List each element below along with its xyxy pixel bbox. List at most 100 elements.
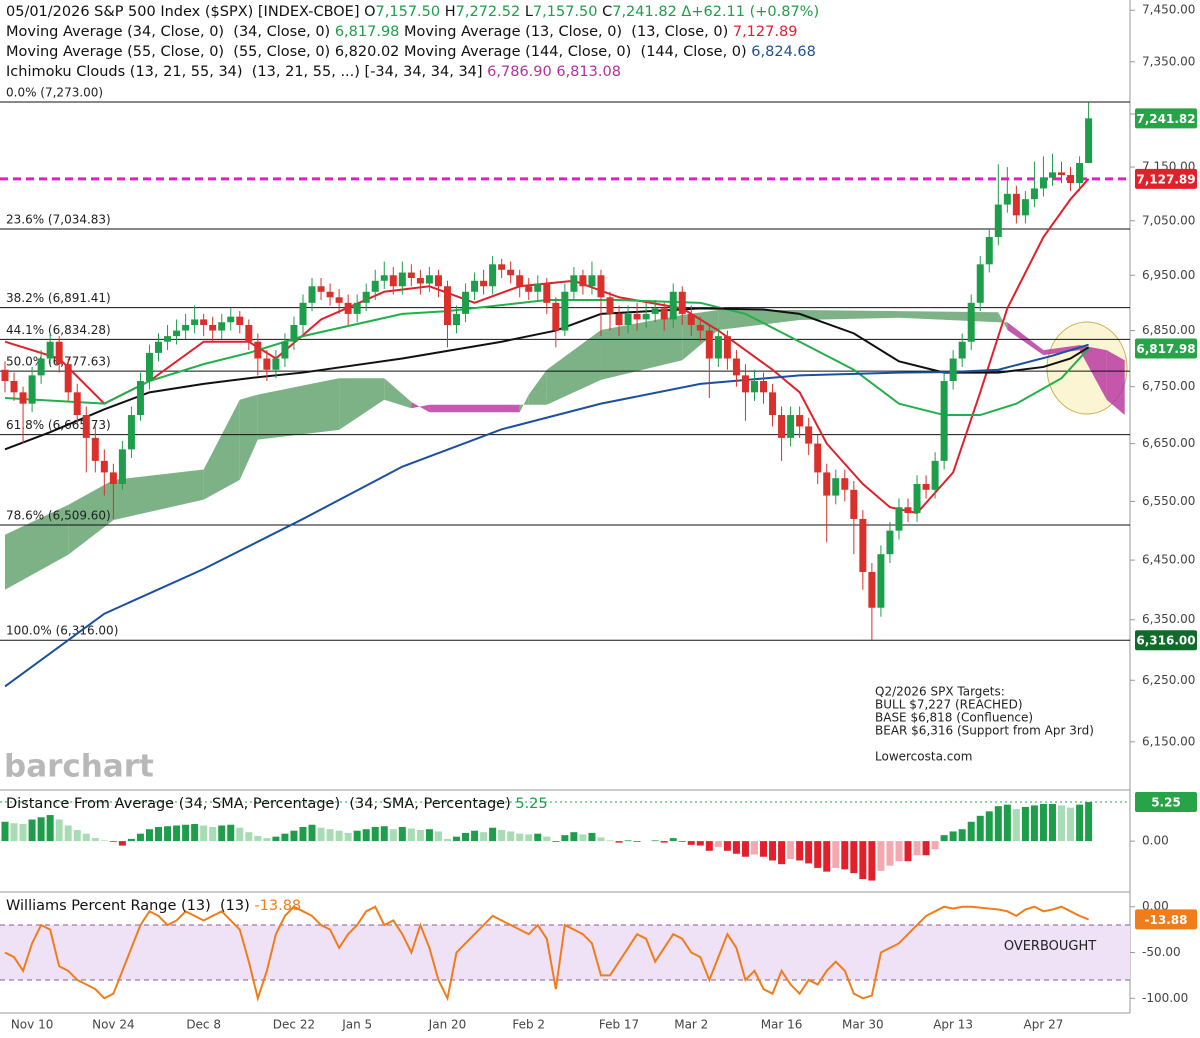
moving-average <box>4 299 1090 417</box>
candle-body <box>299 302 307 325</box>
histogram-bar <box>100 840 108 842</box>
histogram-bar <box>507 831 515 842</box>
candle-body <box>443 286 451 325</box>
histogram-bar <box>967 821 975 842</box>
legend-line: Moving Average (55, Close, 0) (55, Close… <box>6 42 816 62</box>
histogram-bar <box>109 841 117 842</box>
candle-body <box>272 358 280 370</box>
candle-body <box>931 460 939 490</box>
candle-body <box>678 291 686 314</box>
candle-body <box>778 415 786 438</box>
candle-body <box>371 280 379 292</box>
candle-body <box>498 264 506 270</box>
histogram-bar <box>723 841 731 851</box>
histogram-bar <box>37 817 45 842</box>
candle-body <box>976 264 984 303</box>
candle-body <box>218 322 226 331</box>
legend-line: Moving Average (34, Close, 0) (34, Close… <box>6 22 797 42</box>
histogram-bar <box>615 841 623 843</box>
histogram-bar <box>516 833 524 842</box>
williams-line <box>4 905 1089 1002</box>
candle-body <box>308 286 316 303</box>
candle-body <box>1021 199 1029 216</box>
candle-body <box>570 275 578 292</box>
x-tick-label: Mar 2 <box>674 1018 708 1032</box>
candle-body <box>489 264 497 287</box>
cloud-segment <box>528 369 547 405</box>
histogram-bar <box>10 823 18 842</box>
fib-label: 44.1% (6,834.28) <box>6 323 111 337</box>
x-tick-label: Nov 24 <box>92 1018 135 1032</box>
histogram-bar <box>380 826 388 842</box>
candle-body <box>913 483 921 514</box>
candle-body <box>335 297 343 303</box>
candle-body <box>362 291 370 303</box>
y-tick-label: 6,850.00 <box>1142 323 1195 337</box>
candle-body <box>200 319 208 325</box>
candle-body <box>281 341 289 359</box>
y-tick-label: 6,250.00 <box>1142 673 1195 687</box>
y-tick-label: 6,350.00 <box>1142 612 1195 626</box>
histogram-bar <box>91 838 99 842</box>
histogram-bar <box>1030 805 1038 842</box>
candle-body <box>642 313 650 320</box>
legend-text: O <box>364 4 376 20</box>
histogram-bar <box>1039 803 1047 842</box>
price-badge <box>1135 630 1197 651</box>
candle-body <box>164 336 172 342</box>
histogram-bar <box>82 833 90 842</box>
histogram-bar <box>200 825 208 842</box>
legend-text: Williams Percent Range (13) (13) <box>6 898 255 914</box>
candle-body <box>416 278 424 284</box>
y-tick-label: 6,750.00 <box>1142 379 1195 393</box>
legend-text: -13.88 <box>254 898 302 914</box>
x-tick-label: Mar 30 <box>842 1018 884 1032</box>
candle-body <box>850 489 858 519</box>
histogram-bar <box>498 829 506 842</box>
band-label: OVERBOUGHT <box>1004 939 1096 954</box>
candle-body <box>552 302 560 331</box>
candle-body <box>624 313 632 325</box>
candle-body <box>91 437 99 461</box>
candle-body <box>191 319 199 325</box>
moving-average <box>4 178 1090 515</box>
candle-body <box>651 308 659 314</box>
candle-body <box>588 275 596 287</box>
cloud-segment <box>339 378 385 430</box>
legend-text: 6,817.98 <box>334 24 405 40</box>
price-badge-label: 7,241.82 <box>1136 112 1195 126</box>
candle-body <box>317 286 325 292</box>
histogram-bar <box>922 841 930 856</box>
cloud-segment <box>998 312 1008 331</box>
candle-body <box>398 272 406 287</box>
histogram-bar <box>895 841 903 862</box>
histogram-bar <box>750 841 758 855</box>
cloud-segment <box>1106 350 1125 416</box>
price-badge <box>1135 168 1197 189</box>
candle-body <box>37 358 45 376</box>
x-tick-label: Dec 22 <box>273 1018 315 1032</box>
candle-body <box>1058 172 1066 176</box>
histogram-bar <box>534 833 542 842</box>
candle-body <box>760 381 768 393</box>
background <box>0 0 1131 1014</box>
candle-body <box>615 313 623 325</box>
candle-body <box>1003 193 1011 205</box>
candle-body <box>904 507 912 514</box>
histogram-bar <box>173 825 181 842</box>
candle-body <box>958 341 966 359</box>
candle-body <box>326 291 334 298</box>
candle-body <box>227 316 235 323</box>
histogram-bar <box>434 831 442 842</box>
cloud-segment <box>1043 345 1080 356</box>
histogram-bar <box>714 841 722 848</box>
cloud-segment <box>113 469 204 521</box>
y-tick-label: 7,050.00 <box>1142 213 1195 227</box>
candle-body <box>579 275 587 287</box>
histogram-bar <box>425 829 433 842</box>
histogram-bar <box>73 829 81 842</box>
histogram-bar <box>778 841 786 865</box>
candle-body <box>877 554 885 608</box>
candle-body <box>1039 177 1047 189</box>
y-tick-label: 0.00 <box>1142 834 1169 848</box>
